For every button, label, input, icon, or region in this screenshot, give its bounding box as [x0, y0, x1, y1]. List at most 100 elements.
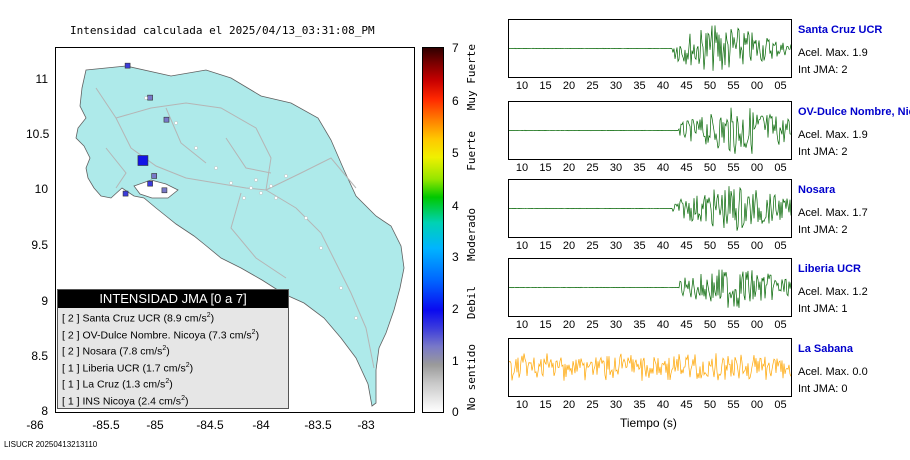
- station-name: La Sabana: [798, 343, 854, 355]
- time-tick: 45: [680, 399, 693, 411]
- time-tick: 45: [680, 162, 693, 174]
- town-dot: [242, 196, 246, 200]
- road-network: [95, 87, 375, 369]
- colorbar-label-muy-fuerte: Muy Fuerte: [465, 44, 478, 111]
- time-tick: 10: [515, 162, 529, 174]
- time-tick: 40: [656, 399, 670, 411]
- time-tick: 35: [633, 399, 646, 411]
- map-y-tick: 9: [41, 294, 48, 308]
- legend-row-name: Nosara: [82, 345, 120, 358]
- map-y-tick: 8: [41, 404, 48, 418]
- time-tick: 50: [703, 319, 717, 331]
- legend-row-close: ): [210, 312, 215, 325]
- intensity-colorbar: [422, 47, 444, 413]
- time-tick: 20: [562, 319, 576, 331]
- time-tick: 00: [750, 240, 764, 252]
- station-jma-intensity: Int JMA: 2: [798, 64, 848, 76]
- waveform-line: [509, 269, 791, 308]
- legend-row-value: (7.3 cm/s: [208, 329, 252, 341]
- legend-row-name: La Cruz: [82, 378, 123, 391]
- town-dot: [269, 184, 273, 188]
- legend-row-level: [ 2 ]: [62, 312, 83, 325]
- map-y-tick: 8.5: [31, 349, 48, 363]
- time-tick: 00: [750, 162, 764, 174]
- time-tick: 25: [586, 399, 599, 411]
- time-tick: 20: [562, 240, 576, 252]
- time-tick: 05: [774, 240, 787, 252]
- time-tick: 20: [562, 162, 576, 174]
- legend-row-close: ): [255, 329, 260, 341]
- colorbar-tick: 1: [452, 354, 459, 368]
- map-x-tick: -83.5: [304, 418, 332, 432]
- legend-row-exponent: 2: [185, 361, 190, 369]
- town-dot: [274, 196, 278, 200]
- station-acel-max: Acel. Max. 1.7: [798, 207, 868, 219]
- time-tick-row: 10 15 20 25 30 35 40 45 50 55 00 05: [508, 240, 790, 254]
- station-marker: [124, 62, 131, 69]
- time-tick: 55: [727, 240, 740, 252]
- legend-row: [ 1 ] Liberia UCR (1.7 cm/s2): [58, 358, 288, 375]
- legend-row-level: [ 2 ]: [62, 329, 83, 341]
- time-tick: 40: [656, 162, 670, 174]
- time-tick: 00: [750, 399, 764, 411]
- legend-row-name: Santa Cruz UCR: [82, 312, 164, 325]
- map-x-tick: -84.5: [196, 418, 224, 432]
- waveform-line: [509, 353, 791, 381]
- time-tick: 45: [680, 240, 693, 252]
- waveform-panel: [508, 101, 792, 160]
- legend-row-name: INS Nicoya: [82, 395, 138, 407]
- time-tick: 15: [539, 319, 552, 331]
- legend-row-value: (2.4 cm/s: [137, 395, 182, 407]
- town-dot: [319, 246, 323, 250]
- legend-row-level: [ 1 ]: [62, 378, 83, 391]
- time-tick: 20: [562, 80, 576, 92]
- time-tick: 55: [727, 80, 740, 92]
- map-canvas: [75, 62, 405, 407]
- time-tick: 05: [774, 80, 787, 92]
- colorbar-tick: 4: [452, 199, 459, 213]
- town-dot: [144, 96, 148, 100]
- waveform-trace: [509, 269, 791, 308]
- waveform-line: [509, 186, 791, 231]
- time-tick: 00: [750, 80, 764, 92]
- time-tick: 55: [727, 399, 740, 411]
- station-marker: [122, 190, 129, 197]
- waveform-trace: [509, 107, 791, 154]
- time-tick: 30: [609, 319, 623, 331]
- station-marker: [147, 180, 153, 187]
- waveform-trace: [509, 353, 791, 381]
- legend-row-level: [ 1 ]: [62, 362, 83, 374]
- waveform-trace: [509, 186, 791, 231]
- map-x-tick: -83: [357, 418, 375, 432]
- legend-row-name: OV-Dulce Nombre. Nicoya: [82, 329, 209, 341]
- station-jma-intensity: Int JMA: 0: [798, 383, 848, 395]
- legend-row-value: (1.3 cm/s: [122, 378, 166, 391]
- time-tick: 35: [633, 240, 646, 252]
- station-jma-intensity: Int JMA: 2: [798, 146, 848, 158]
- time-tick-row: 10 15 20 25 30 35 40 45 50 55 00 05: [508, 162, 790, 176]
- map-title: Intensidad calculada el 2025/04/13_03:31…: [70, 24, 375, 37]
- station-jma-intensity: Int JMA: 2: [798, 224, 848, 236]
- map-x-tick: -85.5: [92, 418, 120, 432]
- waveform-panel: [508, 258, 792, 317]
- station-acel-max: Acel. Max. 1.9: [798, 47, 868, 59]
- map-x-tick: -85: [146, 418, 164, 432]
- station-acel-max: Acel. Max. 0.0: [798, 366, 868, 378]
- town-dot: [229, 181, 233, 185]
- town-dot: [249, 186, 253, 190]
- time-tick: 10: [515, 319, 529, 331]
- time-tick: 25: [586, 319, 599, 331]
- time-tick: 15: [539, 399, 552, 411]
- legend-row: [ 2 ] Santa Cruz UCR (8.9 cm/s2): [58, 308, 288, 325]
- time-tick: 40: [656, 80, 670, 92]
- time-tick: 10: [515, 80, 529, 92]
- town-dot: [354, 316, 358, 320]
- intensity-legend: INTENSIDAD JMA [0 a 7] [ 2 ] Santa Cruz …: [57, 289, 289, 409]
- time-tick: 50: [703, 162, 717, 174]
- station-markers: [122, 62, 358, 320]
- time-tick: 10: [515, 399, 529, 411]
- time-tick: 25: [586, 162, 599, 174]
- colorbar-tick: 2: [452, 302, 459, 316]
- colorbar-tick: 0: [452, 405, 459, 419]
- waveform-line: [509, 25, 791, 71]
